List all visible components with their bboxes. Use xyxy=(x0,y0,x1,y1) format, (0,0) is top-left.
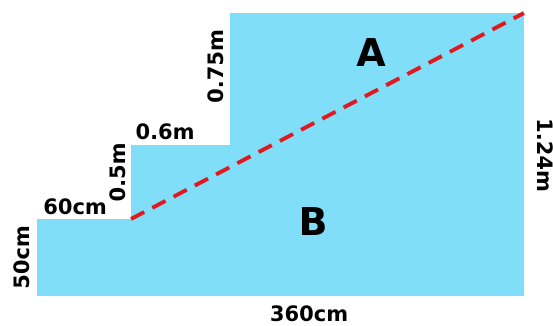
bottom-width-label: 360cm xyxy=(270,302,348,326)
right-height-label: 1.24m xyxy=(532,118,553,192)
left-height-label: 50cm xyxy=(10,225,34,289)
region-a-label: A xyxy=(356,31,386,75)
first-step-width-label: 60cm xyxy=(43,195,107,219)
diagonal-dashed-line xyxy=(130,11,525,221)
second-step-height-label: 0.5m xyxy=(106,142,130,201)
second-step-width-label: 0.6m xyxy=(135,120,194,144)
top-step-height-label: 0.75m xyxy=(204,29,228,103)
stepped-shape xyxy=(37,13,524,296)
region-b-label: B xyxy=(299,200,328,244)
